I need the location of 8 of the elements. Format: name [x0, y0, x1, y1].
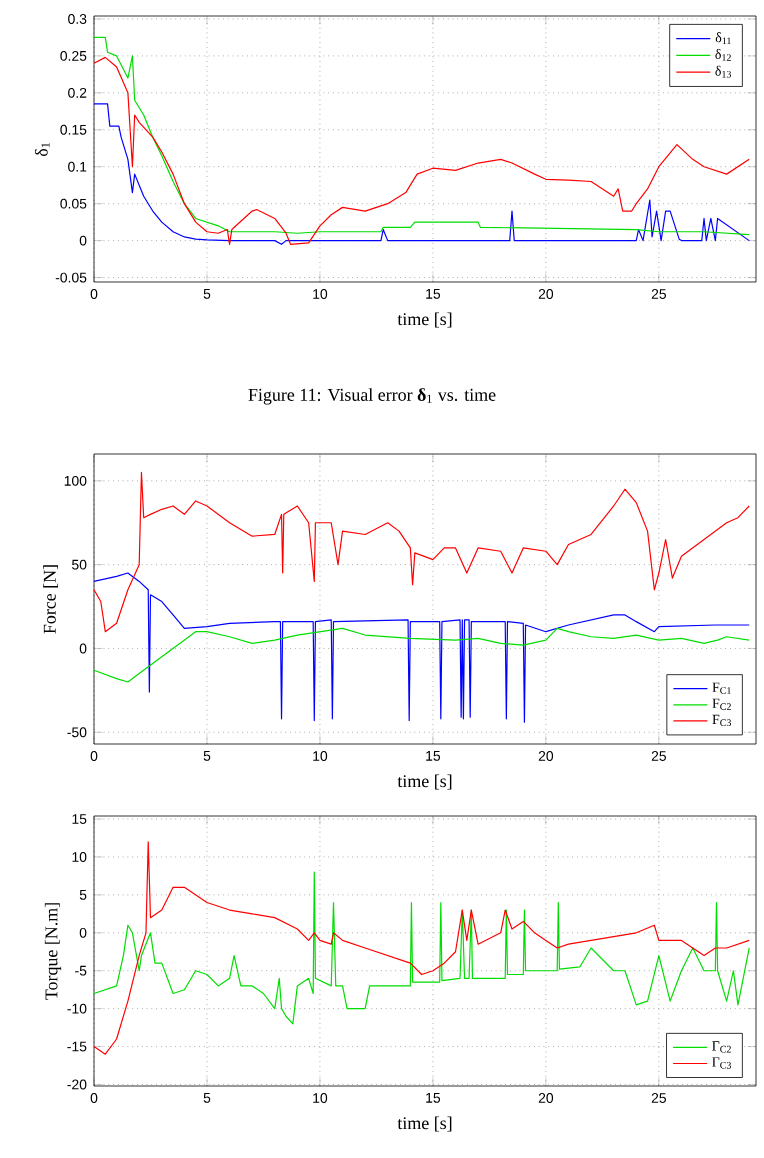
y-axis-title: δ$_{1}$ [34, 143, 50, 157]
caption: Figure 11: Visual error δ$_{1}$ vs. time [248, 388, 496, 405]
y-axis-title: Torque [N.m] [44, 903, 62, 1000]
line-series [93, 871, 750, 1025]
x-axis-title: time [s] [397, 774, 452, 790]
y-axis-title: Force [N] [43, 565, 59, 634]
x-axis-title: time [s] [397, 312, 452, 328]
x-axis-title: time [s] [397, 1116, 452, 1132]
